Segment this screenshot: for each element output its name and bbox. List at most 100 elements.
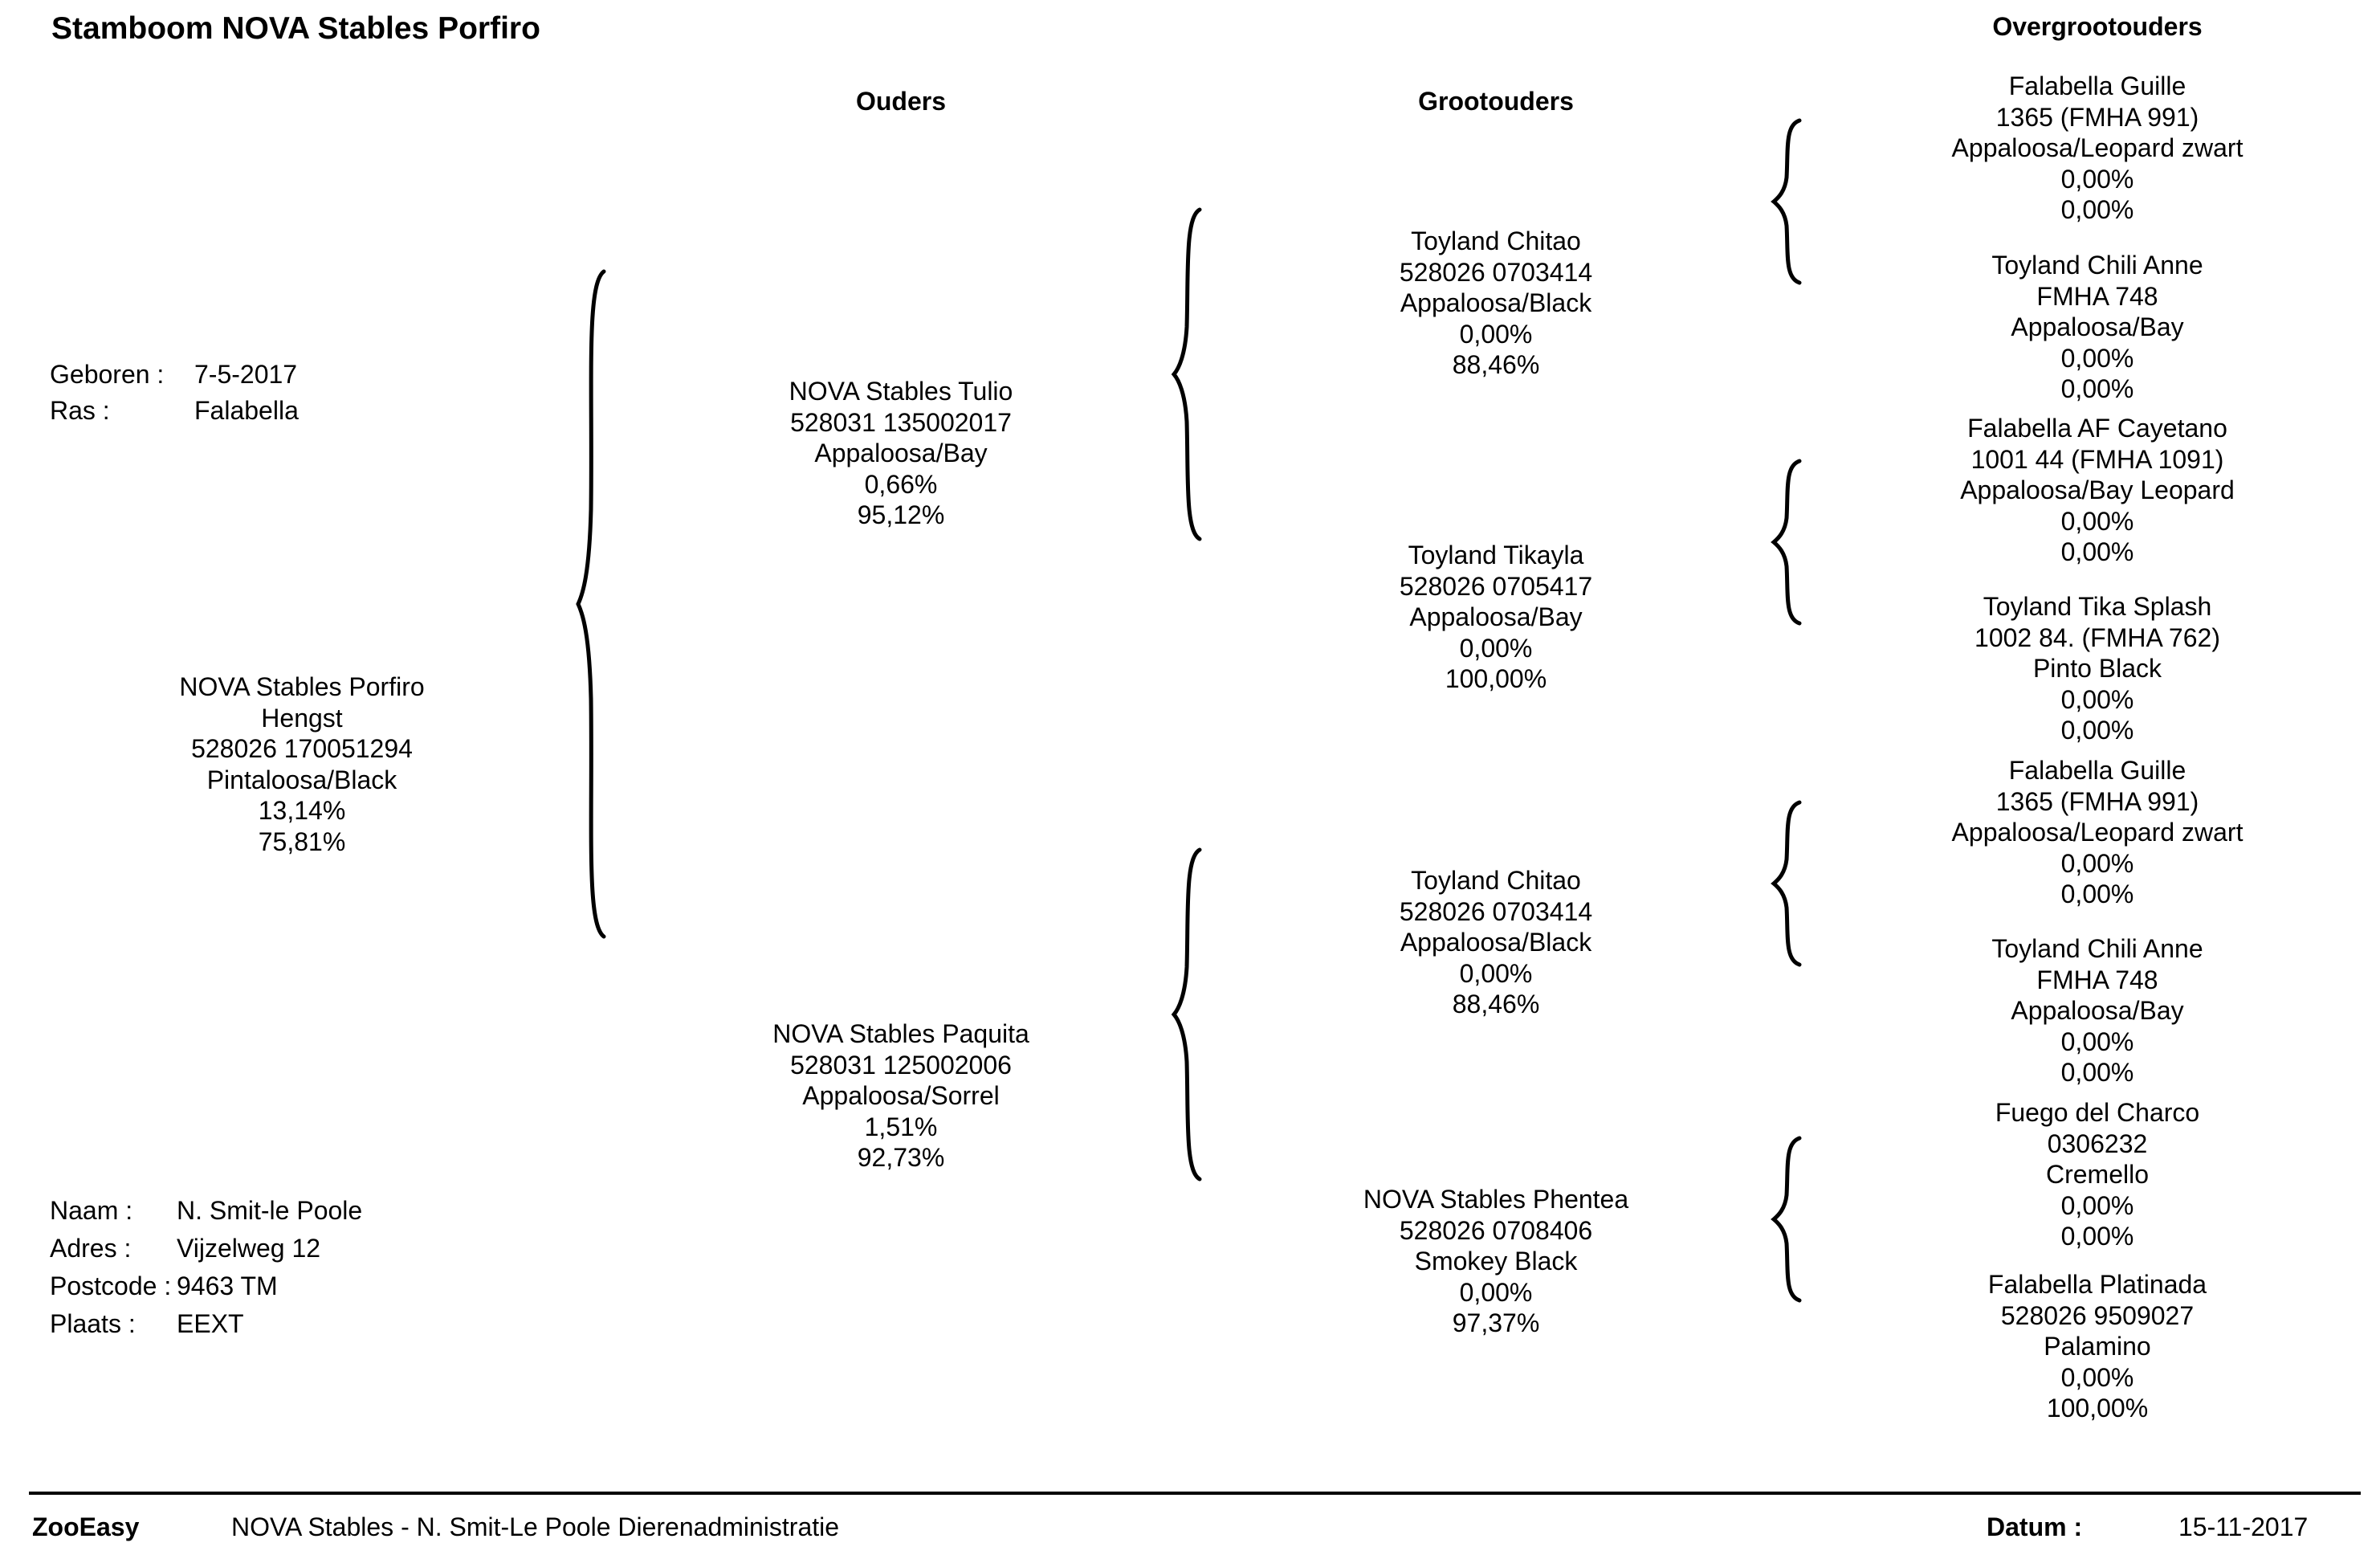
pedigree-great-grandparent-4: Toyland Tika Splash 1002 84. (FMHA 762) … (1856, 591, 2338, 746)
node-line: 100,00% (1445, 664, 1547, 693)
node-line: Appaloosa/Bay (1409, 602, 1583, 631)
node-line: 0,00% (2060, 716, 2134, 745)
column-header-grandparents: Grootouders (1418, 87, 1574, 116)
owner-postcode-value: 9463 TM (177, 1271, 278, 1300)
node-line: Smokey Black (1414, 1247, 1578, 1275)
footer-date-value: 15-11-2017 (2178, 1512, 2309, 1541)
node-line: Appaloosa/Black (1400, 928, 1592, 957)
node-line: 0,00% (2060, 684, 2134, 714)
node-line: 95,12% (857, 500, 945, 529)
pedigree-subject: NOVA Stables Porfiro Hengst 528026 17005… (61, 671, 543, 857)
node-line: 92,73% (857, 1143, 945, 1172)
node-line: 0,00% (2060, 848, 2134, 878)
brace-grandparent-3 (1771, 800, 1802, 967)
breed-value: Falabella (194, 396, 299, 425)
pedigree-great-grandparent-6: Toyland Chili Anne FMHA 748 Appaloosa/Ba… (1856, 933, 2338, 1088)
node-line: 0,00% (1459, 958, 1533, 988)
pedigree-grandparent-4: NOVA Stables Phentea 528026 0708406 Smok… (1255, 1184, 1737, 1339)
node-line: NOVA Stables Porfiro (179, 672, 425, 701)
node-line: Toyland Tika Splash (1983, 592, 2212, 621)
node-line: 0,00% (2060, 880, 2134, 908)
node-line: 528026 0705417 (1399, 571, 1593, 601)
pedigree-grandparent-2: Toyland Tikayla 528026 0705417 Appaloosa… (1255, 540, 1737, 695)
node-line: Appaloosa/Black (1400, 288, 1592, 317)
node-line: Toyland Chili Anne (1991, 251, 2203, 280)
node-line: 0,00% (2060, 374, 2134, 403)
node-line: NOVA Stables Tulio (789, 377, 1013, 406)
owner-address-value: Vijzelweg 12 (177, 1234, 321, 1263)
node-line: 1001 44 (FMHA 1091) (1970, 444, 2224, 474)
node-line: Toyland Chitao (1411, 866, 1581, 895)
node-line: Falabella Guille (2008, 756, 2186, 785)
node-line: 528026 0703414 (1399, 896, 1593, 926)
node-line: 0,00% (1459, 1277, 1533, 1307)
node-line: Falabella Guille (2008, 71, 2186, 100)
node-line: 0,00% (2060, 537, 2134, 566)
pedigree-great-grandparent-2: Toyland Chili Anne FMHA 748 Appaloosa/Ba… (1856, 250, 2338, 405)
node-line: 13,14% (258, 796, 346, 825)
brace-parent-sire (1171, 207, 1202, 541)
node-line: Hengst (261, 703, 343, 733)
pedigree-grandparent-3: Toyland Chitao 528026 0703414 Appaloosa/… (1255, 865, 1737, 1020)
node-line: 0,00% (1459, 319, 1533, 349)
node-line: FMHA 748 (2036, 965, 2158, 994)
node-line: 0,00% (2060, 1222, 2134, 1251)
footer-divider (29, 1492, 2361, 1495)
node-line: 0,00% (2060, 1027, 2134, 1056)
node-line: 88,46% (1452, 350, 1540, 379)
node-line: Appaloosa/Leopard zwart (1951, 818, 2243, 847)
node-line: 0,66% (864, 469, 938, 499)
node-line: Appaloosa/Bay (2011, 312, 2184, 341)
node-line: NOVA Stables Paquita (772, 1019, 1029, 1048)
node-line: Toyland Tikayla (1408, 541, 1584, 569)
page-title: Stamboom NOVA Stables Porfiro (51, 11, 540, 46)
owner-address-label: Adres : (50, 1234, 132, 1263)
node-line: 528026 0708406 (1399, 1215, 1593, 1245)
node-line: 1002 84. (FMHA 762) (1975, 622, 2220, 652)
born-value: 7-5-2017 (194, 360, 298, 389)
node-line: Toyland Chitao (1411, 227, 1581, 255)
node-line: Falabella Platinada (1987, 1270, 2207, 1299)
node-line: 88,46% (1452, 990, 1540, 1018)
node-line: 528031 135002017 (790, 407, 1012, 437)
node-line: 97,37% (1452, 1308, 1540, 1337)
node-line: 0,00% (2060, 343, 2134, 373)
pedigree-parent-dam: NOVA Stables Paquita 528031 125002006 Ap… (660, 1018, 1142, 1173)
node-line: 1,51% (864, 1112, 938, 1141)
owner-city-label: Plaats : (50, 1309, 136, 1338)
pedigree-grandparent-1: Toyland Chitao 528026 0703414 Appaloosa/… (1255, 226, 1737, 381)
node-line: Toyland Chili Anne (1991, 934, 2203, 963)
node-line: 528026 0703414 (1399, 257, 1593, 287)
node-line: Falabella AF Cayetano (1967, 414, 2227, 443)
footer-date-label: Datum : (1987, 1512, 2083, 1541)
brace-main (576, 269, 606, 939)
pedigree-great-grandparent-8: Falabella Platinada 528026 9509027 Palam… (1856, 1269, 2338, 1424)
owner-name-label: Naam : (50, 1196, 133, 1225)
node-line: FMHA 748 (2036, 281, 2158, 311)
node-line: Pintaloosa/Black (206, 765, 397, 794)
brace-grandparent-2 (1771, 459, 1802, 626)
footer-description: NOVA Stables - N. Smit-Le Poole Dierenad… (231, 1512, 840, 1541)
node-line: 0,00% (2060, 1058, 2134, 1087)
column-header-parents: Ouders (855, 87, 947, 116)
node-line: Pinto Black (2032, 654, 2162, 683)
born-label: Geboren : (50, 360, 165, 389)
node-line: 1365 (FMHA 991) (1995, 102, 2199, 132)
node-line: 0,00% (1459, 633, 1533, 663)
pedigree-parent-sire: NOVA Stables Tulio 528031 135002017 Appa… (660, 376, 1142, 531)
node-line: 75,81% (258, 827, 346, 856)
node-line: 528031 125002006 (790, 1050, 1012, 1080)
breed-label: Ras : (50, 396, 110, 425)
pedigree-great-grandparent-7: Fuego del Charco 0306232 Cremello 0,00% … (1856, 1097, 2338, 1252)
node-line: 528026 170051294 (191, 734, 413, 763)
pedigree-great-grandparent-5: Falabella Guille 1365 (FMHA 991) Appaloo… (1856, 755, 2338, 910)
brace-parent-dam (1171, 847, 1202, 1182)
node-line: 100,00% (2046, 1394, 2149, 1422)
node-line: 1365 (FMHA 991) (1995, 786, 2199, 816)
brace-grandparent-4 (1771, 1136, 1802, 1303)
node-line: Fuego del Charco (1995, 1098, 2200, 1127)
owner-postcode-label: Postcode : (50, 1271, 172, 1300)
node-line: 0,00% (2060, 1362, 2134, 1392)
pedigree-great-grandparent-3: Falabella AF Cayetano 1001 44 (FMHA 1091… (1856, 413, 2338, 568)
node-line: NOVA Stables Phentea (1363, 1185, 1629, 1214)
